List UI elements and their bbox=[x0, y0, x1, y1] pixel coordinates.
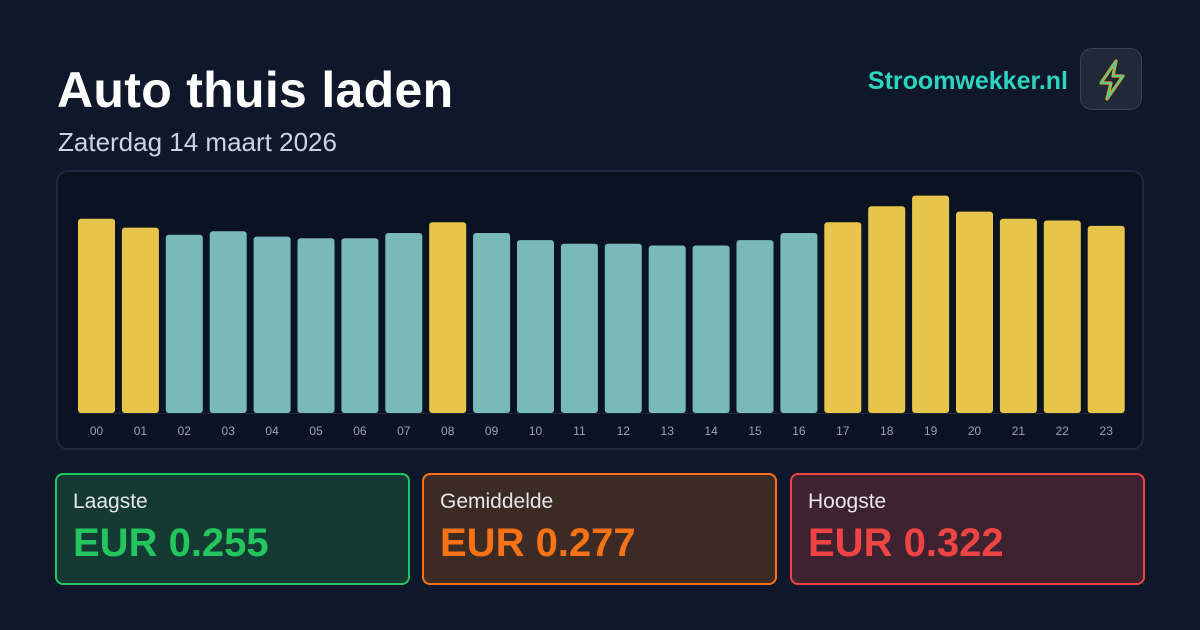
x-tick-label-11: 11 bbox=[573, 424, 586, 438]
bars-group bbox=[76, 195, 1126, 414]
bar-hour-04 bbox=[253, 236, 291, 413]
bar-hour-15 bbox=[736, 240, 774, 413]
bar-hour-12 bbox=[604, 243, 642, 413]
stat-label-lowest: Laagste bbox=[73, 490, 148, 513]
stat-label-highest: Hoogste bbox=[808, 490, 887, 513]
bar-hour-21 bbox=[999, 218, 1037, 413]
x-tick-label-09: 09 bbox=[485, 424, 499, 438]
bar-hour-19 bbox=[912, 195, 950, 413]
bar-hour-16 bbox=[780, 233, 818, 413]
x-tick-label-12: 12 bbox=[617, 424, 631, 438]
price-bar-chart: 00 01 02 03 04 05 06 07 08 09 10 11 12 13 14 15 16 17 18 19… bbox=[76, 195, 1126, 438]
page-subtitle-date: Zaterdag 14 maart 2026 bbox=[58, 127, 337, 157]
bar-hour-07 bbox=[385, 233, 423, 413]
x-tick-label-14: 14 bbox=[704, 424, 718, 438]
x-tick-label-19: 19 bbox=[924, 424, 938, 438]
x-tick-label-06: 06 bbox=[353, 424, 367, 438]
bar-hour-06 bbox=[341, 238, 379, 413]
bar-hour-01 bbox=[121, 227, 159, 413]
x-tick-label-21: 21 bbox=[1012, 424, 1026, 438]
bar-hour-03 bbox=[209, 231, 247, 413]
x-tick-label-08: 08 bbox=[441, 424, 455, 438]
x-tick-label-18: 18 bbox=[880, 424, 894, 438]
bar-hour-02 bbox=[165, 234, 203, 413]
bar-hour-20 bbox=[956, 211, 993, 413]
x-tick-label-22: 22 bbox=[1056, 424, 1070, 438]
x-tick-label-00: 00 bbox=[90, 424, 104, 438]
stat-value-lowest: EUR 0.255 bbox=[73, 521, 269, 565]
x-tick-label-04: 04 bbox=[265, 424, 279, 438]
x-tick-label-20: 20 bbox=[968, 424, 982, 438]
x-tick-label-10: 10 bbox=[529, 424, 543, 438]
x-tick-label-13: 13 bbox=[661, 424, 675, 438]
x-tick-labels: 00 01 02 03 04 05 06 07 08 09 10 11 12 13 14 15 16 17 18 19… bbox=[90, 424, 1113, 438]
x-tick-label-02: 02 bbox=[178, 424, 192, 438]
x-tick-label-03: 03 bbox=[222, 424, 236, 438]
bar-hour-00 bbox=[78, 218, 115, 413]
lightning-bolt-icon-graphic bbox=[1099, 59, 1125, 101]
stat-card-highest: Hoogste EUR 0.322 bbox=[790, 473, 1145, 585]
bar-hour-23 bbox=[1087, 225, 1125, 413]
bar-hour-22 bbox=[1043, 220, 1081, 413]
bar-hour-05 bbox=[297, 238, 335, 413]
stat-label-average: Gemiddelde bbox=[440, 490, 554, 513]
chart-panel: 00 01 02 03 04 05 06 07 08 09 10 11 12 13 14 15 16 17 18 19… bbox=[56, 170, 1144, 450]
x-tick-label-16: 16 bbox=[792, 424, 806, 438]
lightning-bolt-icon bbox=[1080, 48, 1142, 110]
stat-value-average: EUR 0.277 bbox=[440, 521, 636, 565]
bar-hour-13 bbox=[648, 245, 686, 413]
x-tick-label-07: 07 bbox=[397, 424, 411, 438]
x-tick-label-15: 15 bbox=[748, 424, 762, 438]
x-tick-label-23: 23 bbox=[1100, 424, 1114, 438]
bar-hour-10 bbox=[517, 240, 554, 413]
bar-hour-18 bbox=[868, 206, 906, 413]
stat-card-average: Gemiddelde EUR 0.277 bbox=[422, 473, 777, 585]
bar-hour-09 bbox=[473, 233, 511, 413]
x-tick-label-01: 01 bbox=[134, 424, 148, 438]
stat-value-highest: EUR 0.322 bbox=[808, 521, 1004, 565]
page-title: Auto thuis laden bbox=[57, 62, 454, 118]
x-tick-label-17: 17 bbox=[836, 424, 850, 438]
brand-name: Stroomwekker.nl bbox=[867, 67, 1068, 95]
bar-hour-08 bbox=[429, 222, 467, 413]
x-tick-label-05: 05 bbox=[309, 424, 323, 438]
stat-card-lowest: Laagste EUR 0.255 bbox=[55, 473, 410, 585]
bar-hour-11 bbox=[560, 243, 598, 413]
bar-hour-14 bbox=[692, 245, 730, 413]
bar-hour-17 bbox=[824, 222, 862, 413]
